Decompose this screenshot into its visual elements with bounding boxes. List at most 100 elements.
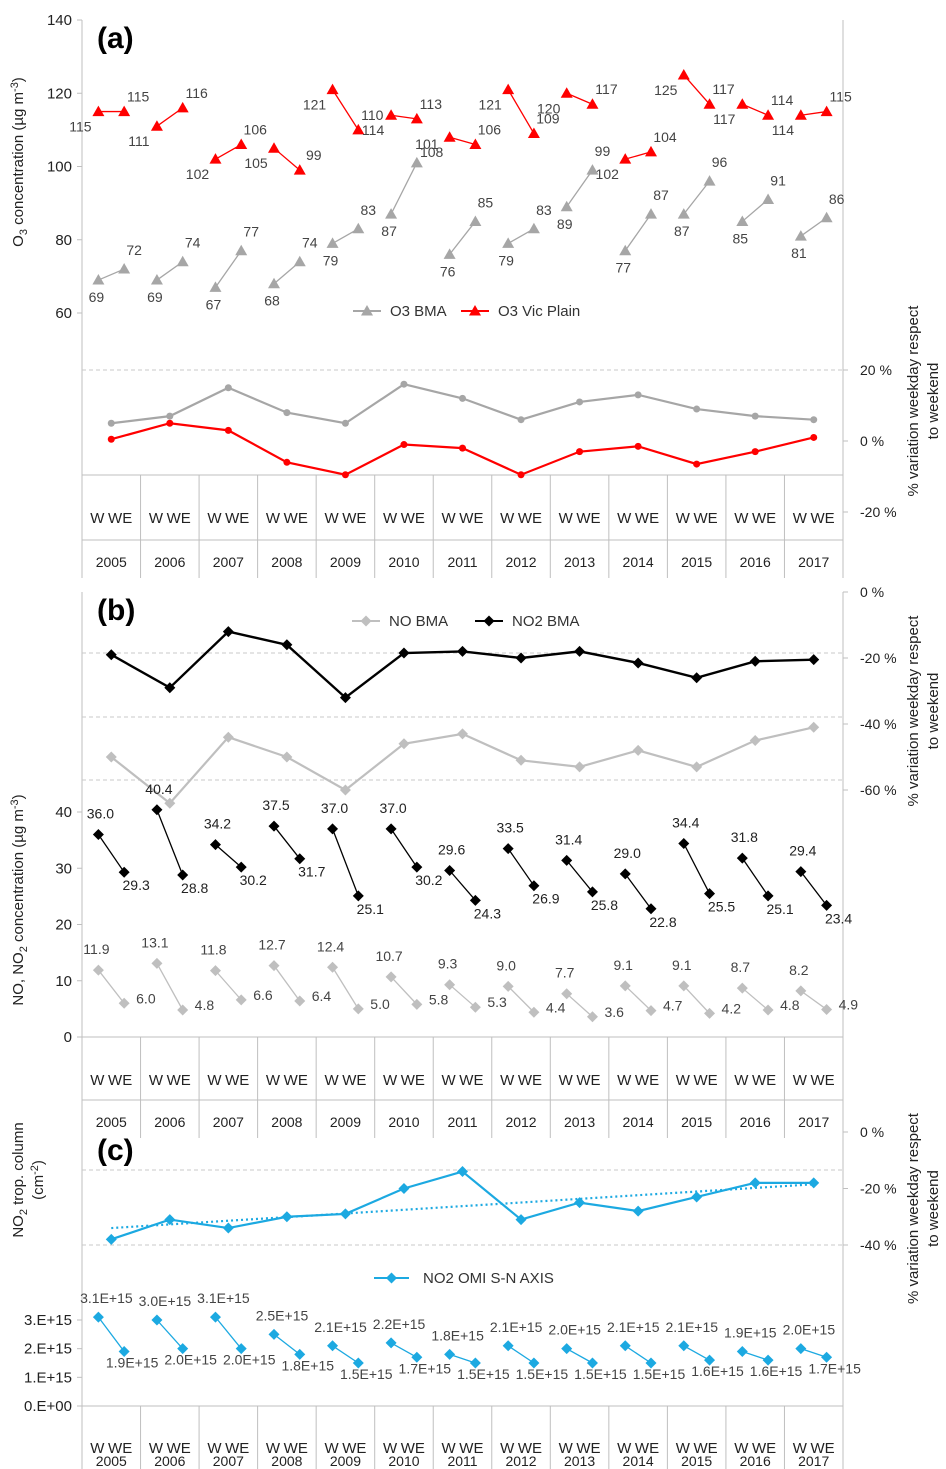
weekend-point (411, 998, 423, 1010)
weekday-weekend-segment (449, 136, 476, 146)
year-tick-label: 2006 (154, 1114, 185, 1130)
right-tick-label: 0 % (860, 433, 884, 449)
weekend-tick-label: WE (693, 1072, 717, 1089)
weekday-tick-label: W (676, 1440, 691, 1457)
weekday-weekend-segment (273, 965, 301, 1002)
y-tick-label: 60 (55, 305, 72, 322)
weekday-data-label: 68 (264, 293, 280, 309)
weekday-point (92, 274, 105, 285)
weekday-data-label: 2.2E+15 (373, 1316, 426, 1332)
weekend-data-label: 113 (420, 96, 443, 112)
weekday-point (385, 823, 397, 835)
weekday-weekend-segment (507, 1345, 535, 1364)
weekday-data-label: 31.4 (555, 831, 582, 847)
weekday-point (502, 843, 514, 855)
weekday-point (677, 208, 690, 219)
weekend-data-label: 86 (829, 191, 845, 207)
weekday-point (561, 854, 573, 866)
weekend-data-label: 4.4 (546, 999, 566, 1015)
weekday-tick-label: W (617, 1440, 632, 1457)
weekend-point (586, 164, 599, 175)
y-tick-label: 40 (55, 804, 72, 821)
weekend-tick-label: WE (693, 510, 717, 527)
variation-point (749, 655, 761, 667)
weekend-point (118, 263, 131, 274)
y-tick-label: 0.E+00 (24, 1398, 72, 1415)
right-axis-label-line2: to weekend (925, 363, 942, 440)
weekday-point (560, 200, 573, 212)
weekday-data-label: 69 (147, 289, 163, 305)
weekday-data-label: 2.1E+15 (665, 1319, 718, 1335)
weekend-tick-label: WE (108, 510, 132, 527)
weekday-data-label: 2.0E+15 (548, 1322, 601, 1338)
variation-point (341, 419, 349, 427)
weekday-data-label: 9.1 (614, 957, 634, 973)
variation-point (283, 458, 291, 466)
weekend-tick-label: WE (576, 1072, 600, 1089)
year-tick-label: 2007 (213, 1114, 244, 1130)
weekend-point (528, 1357, 540, 1369)
weekday-data-label: 12.7 (258, 937, 285, 953)
weekday-tick-label: W (207, 1440, 222, 1457)
weekend-point (586, 1357, 598, 1369)
weekday-data-label: 2.1E+15 (314, 1319, 367, 1335)
year-tick-label: 2008 (271, 1453, 302, 1469)
weekend-tick-label: WE (811, 1072, 835, 1089)
weekend-point (644, 208, 657, 219)
y-axis-label-part: ) (30, 1160, 47, 1165)
variation-point (808, 654, 820, 666)
weekend-tick-label: WE (576, 1440, 600, 1457)
weekday-weekend-segment (742, 1350, 769, 1361)
weekend-data-label: 4.9 (839, 996, 859, 1012)
variation-point (398, 1183, 410, 1194)
weekday-tick-label: W (207, 510, 222, 527)
y-axis-label-superscript: -2 (29, 1165, 41, 1175)
weekday-data-label: 1.8E+15 (431, 1327, 484, 1343)
weekend-data-label: 83 (361, 202, 377, 218)
weekday-weekend-segment (800, 871, 828, 906)
y-axis-label-superscript: -3 (9, 799, 21, 809)
weekday-point (560, 87, 573, 98)
year-tick-label: 2005 (96, 1114, 127, 1130)
weekday-data-label: 2.5E+15 (256, 1307, 309, 1323)
weekend-point (469, 215, 482, 226)
weekday-data-label: 114 (772, 122, 795, 138)
weekday-data-label: 87 (674, 223, 690, 239)
weekday-weekend-segment (331, 966, 359, 1010)
weekday-data-label: 79 (323, 252, 339, 268)
weekend-data-label: 115 (829, 89, 852, 105)
weekday-point (327, 823, 339, 835)
variation-point (632, 744, 644, 756)
year-tick-label: 2011 (447, 554, 477, 570)
year-tick-label: 2010 (388, 1453, 419, 1469)
legend-label: NO2 OMI S-N AXIS (423, 1270, 554, 1287)
weekday-tick-label: W (734, 1072, 749, 1089)
variation-point (693, 460, 701, 468)
weekend-data-label: 1.7E+15 (399, 1360, 452, 1376)
weekday-data-label: 108 (420, 144, 444, 160)
weekday-point (268, 1328, 280, 1340)
weekend-point (821, 899, 833, 911)
weekday-point (677, 68, 690, 80)
weekday-point (619, 244, 632, 256)
legend-marker (360, 615, 372, 627)
variation-series-line (110, 630, 814, 700)
weekday-data-label: 89 (557, 216, 573, 232)
weekday-point (209, 1311, 221, 1323)
variation-point (632, 1205, 644, 1217)
year-tick-label: 2011 (447, 1114, 477, 1130)
y-tick-label: 140 (47, 12, 72, 29)
weekend-data-label: 30.2 (415, 872, 442, 888)
right-tick-label: 20 % (860, 362, 892, 378)
weekday-tick-label: W (793, 510, 808, 527)
right-axis-label: % variation weekday respect (905, 615, 922, 807)
weekend-point (528, 1006, 540, 1018)
weekend-data-label: 4.2 (722, 1000, 742, 1016)
y-axis-label-part: O (10, 235, 27, 247)
weekend-tick-label: WE (225, 510, 249, 527)
weekend-data-label: 28.8 (181, 880, 208, 896)
variation-point (808, 721, 820, 733)
weekday-weekend-segment (390, 162, 418, 215)
year-tick-label: 2017 (798, 1453, 829, 1469)
panel-label: (c) (97, 1134, 134, 1167)
